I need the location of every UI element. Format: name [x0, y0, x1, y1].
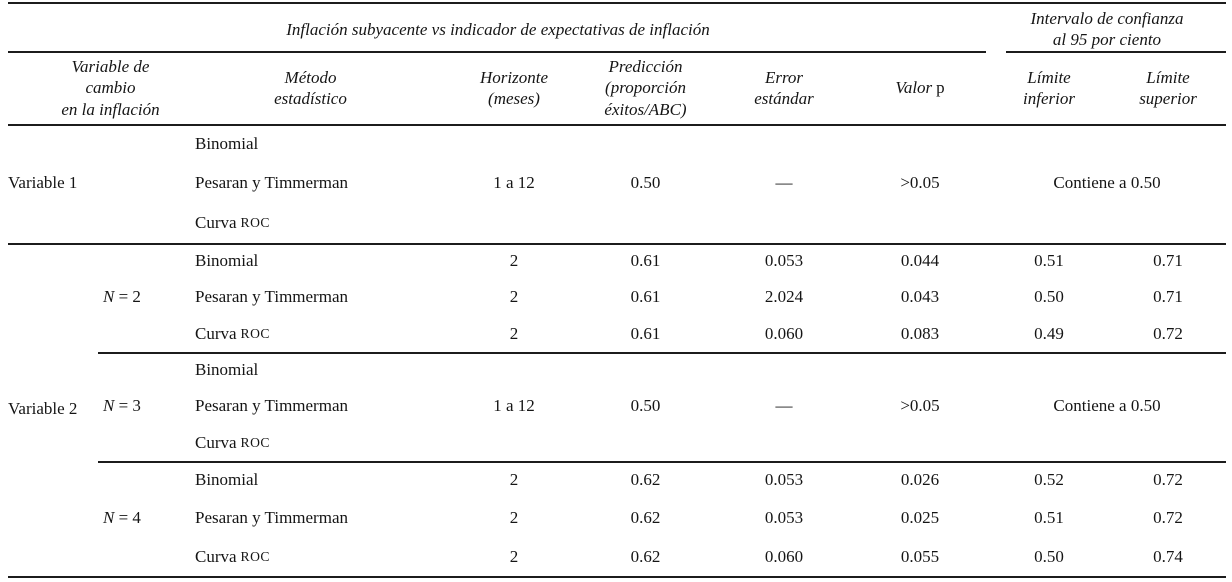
- cell-n4r3-lim-sup: 0.74: [1153, 546, 1183, 566]
- cell-n2r3-prediccion: 0.61: [630, 323, 661, 343]
- roc-smallcaps: ROC: [240, 325, 270, 341]
- cell-n4r1-error: 0.053: [764, 470, 804, 490]
- n4-value: = 4: [114, 508, 141, 528]
- cell-n4r2-prediccion: 0.62: [630, 508, 661, 528]
- cell-n2r3-horizonte: 2: [509, 323, 519, 343]
- rule-top: [8, 2, 1226, 4]
- row-group-variable2: Variable 2: [8, 399, 78, 419]
- cell-v1-prediccion: 0.50: [630, 173, 661, 193]
- cell-n2r2-horizonte: 2: [509, 287, 519, 307]
- col-header-metodo: Método estadístico: [274, 67, 347, 108]
- cell-n4r1-valor-p: 0.026: [900, 470, 940, 490]
- cell-n4r2-lim-sup: 0.72: [1153, 508, 1183, 528]
- n2-symbol: N: [103, 287, 115, 307]
- cell-n4r3-lim-inf: 0.50: [1034, 546, 1064, 566]
- cell-method-binomial: Binomial: [195, 250, 259, 270]
- roc-smallcaps: ROC: [240, 434, 270, 450]
- cell-method-pesaran: Pesaran y Timmerman: [195, 508, 348, 528]
- cell-n4r1-horizonte: 2: [509, 470, 519, 490]
- rule-under-ci-group: [1006, 51, 1226, 53]
- cell-method-pesaran: Pesaran y Timmerman: [195, 396, 348, 416]
- cell-method-binomial: Binomial: [195, 133, 259, 153]
- cell-n2r3-valor-p: 0.083: [900, 323, 940, 343]
- curva-label: Curva: [195, 546, 237, 566]
- row-group-n2: N = 2: [93, 243, 168, 352]
- col-header-error: Error estándar: [754, 67, 814, 108]
- cell-n2r3-error: 0.060: [764, 323, 804, 343]
- cell-n4r1-lim-sup: 0.72: [1153, 470, 1183, 490]
- col-header-variable: Variable de cambio en la inflación: [61, 57, 160, 119]
- cell-n2r1-error: 0.053: [764, 250, 804, 270]
- cell-n2r1-horizonte: 2: [509, 250, 519, 270]
- rule-under-main-group: [8, 51, 986, 53]
- cell-n2r2-lim-inf: 0.50: [1034, 287, 1064, 307]
- col-header-horizonte: Horizonte (meses): [480, 67, 548, 108]
- cell-method-binomial: Binomial: [195, 359, 259, 379]
- curva-label: Curva: [195, 432, 237, 452]
- rule-after-n2: [98, 352, 1226, 354]
- cell-method-curva-roc: Curva ROC: [168, 203, 453, 243]
- cell-n2r2-prediccion: 0.61: [630, 287, 661, 307]
- cell-n4r3-prediccion: 0.62: [630, 546, 661, 566]
- cell-method-curva-roc: Curva ROC: [168, 425, 453, 461]
- cell-n4r3-valor-p: 0.055: [900, 546, 940, 566]
- cell-n2r3-lim-sup: 0.72: [1153, 323, 1183, 343]
- cell-method-pesaran: Pesaran y Timmerman: [195, 287, 348, 307]
- cell-method-binomial: Binomial: [195, 470, 259, 490]
- cell-n4r2-horizonte: 2: [509, 508, 519, 528]
- row-group-n3: N = 3: [93, 352, 168, 461]
- col-header-valor-italic: Valor: [895, 78, 933, 98]
- col-header-valor-p-roman: p: [936, 78, 945, 98]
- cell-n2r1-valor-p: 0.044: [900, 250, 940, 270]
- cell-n4r3-horizonte: 2: [509, 546, 519, 566]
- col-header-limite-inferior: Límite inferior: [1023, 67, 1075, 108]
- cell-n4r2-error: 0.053: [764, 508, 804, 528]
- cell-n2r2-lim-sup: 0.71: [1153, 287, 1183, 307]
- cell-method-curva-roc: Curva ROC: [168, 316, 453, 352]
- rule-under-headers: [8, 124, 1226, 126]
- rule-bottom: [8, 576, 1226, 578]
- table-grid: Inflación subyacente vs indicador de exp…: [8, 0, 1226, 576]
- cell-n3-horizonte: 1 a 12: [493, 396, 535, 416]
- roc-smallcaps: ROC: [240, 214, 270, 230]
- cell-method-curva-roc: Curva ROC: [168, 538, 453, 576]
- cell-n3-valor-p: >0.05: [900, 396, 940, 416]
- cell-n2r1-lim-sup: 0.71: [1153, 250, 1183, 270]
- row-group-variable1: Variable 1: [8, 173, 78, 193]
- col-header-valor-p: Valor p: [852, 52, 988, 124]
- col-header-limite-superior: Límite superior: [1139, 67, 1197, 108]
- rule-after-n3: [98, 461, 1226, 463]
- cell-n2r2-error: 2.024: [764, 287, 804, 307]
- n3-value: = 3: [114, 396, 141, 416]
- cell-method-pesaran: Pesaran y Timmerman: [195, 173, 348, 193]
- col-header-prediccion: Predicción (proporción éxitos/ABC): [604, 57, 687, 119]
- cell-v1-valor-p: >0.05: [900, 173, 940, 193]
- cell-n2r1-lim-inf: 0.51: [1034, 250, 1064, 270]
- cell-n4r2-lim-inf: 0.51: [1034, 508, 1064, 528]
- row-group-n4: N = 4: [93, 461, 168, 576]
- cell-n3-prediccion: 0.50: [630, 396, 661, 416]
- cell-n3-confidence-note: Contiene a 0.50: [1053, 396, 1161, 416]
- cell-n4r1-prediccion: 0.62: [630, 470, 661, 490]
- cell-n3-error-dash: —: [775, 396, 793, 416]
- roc-smallcaps: ROC: [240, 548, 270, 564]
- rule-after-variable1: [8, 243, 1226, 245]
- curva-label: Curva: [195, 212, 237, 232]
- cell-n2r1-prediccion: 0.61: [630, 250, 661, 270]
- cell-v1-error-dash: —: [775, 173, 793, 193]
- cell-n4r2-valor-p: 0.025: [900, 508, 940, 528]
- cell-n2r2-valor-p: 0.043: [900, 287, 940, 307]
- cell-n4r3-error: 0.060: [764, 546, 804, 566]
- group-header-main: Inflación subyacente vs indicador de exp…: [286, 20, 710, 40]
- group-header-confidence-interval: Intervalo de confianza al 95 por ciento: [1030, 8, 1184, 49]
- n3-symbol: N: [103, 396, 115, 416]
- cell-v1-horizonte: 1 a 12: [493, 173, 535, 193]
- n2-value: = 2: [114, 287, 141, 307]
- n4-symbol: N: [103, 508, 115, 528]
- curva-label: Curva: [195, 323, 237, 343]
- cell-n2r3-lim-inf: 0.49: [1034, 323, 1064, 343]
- cell-v1-confidence-note: Contiene a 0.50: [1053, 173, 1161, 193]
- cell-n4r1-lim-inf: 0.52: [1034, 470, 1064, 490]
